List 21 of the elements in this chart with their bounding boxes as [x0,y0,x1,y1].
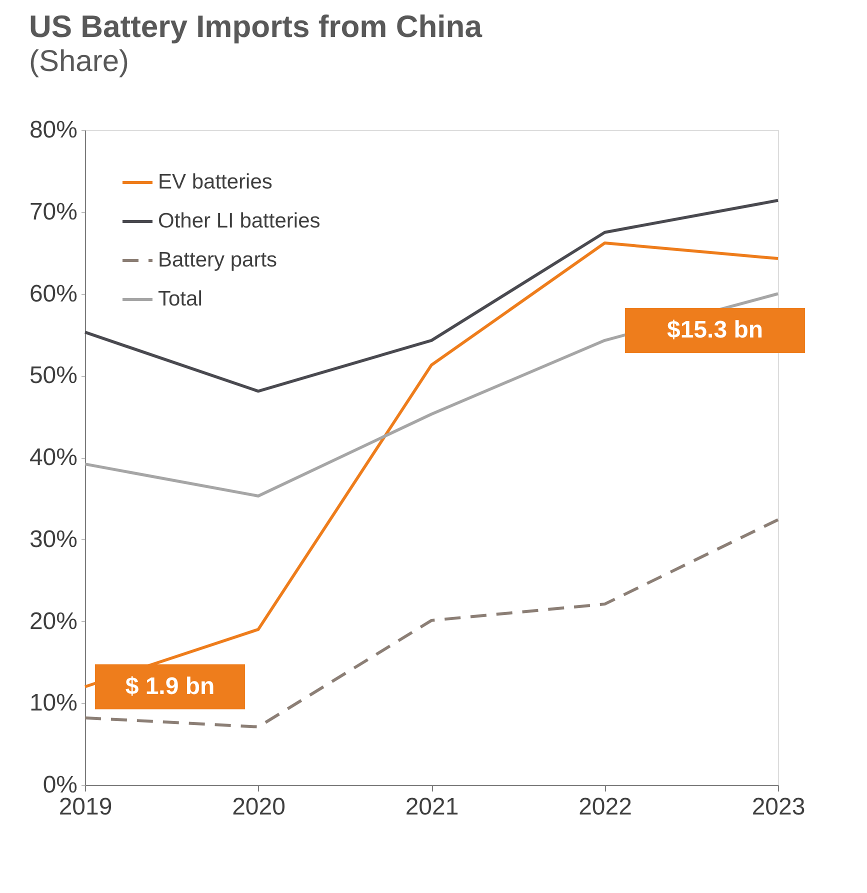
y-tick-label: 30% [29,526,78,553]
chart-title: US Battery Imports from China [28,9,483,44]
line-series [84,198,780,393]
legend-label: Total [158,288,202,310]
y-tick-label: 40% [29,444,78,471]
x-tick-label: 2022 [578,794,632,820]
y-tick-label: 60% [29,280,78,308]
chart-subtitle: (Share) [28,45,130,78]
x-tick-label: 2023 [752,794,806,820]
legend-label: Battery parts [158,248,278,272]
y-tick-label: 20% [29,608,78,635]
legend-label: Other LI batteries [158,210,320,232]
legend-label: EV batteries [158,170,272,194]
x-tick-label: 2020 [232,794,286,820]
annotation: $ 1.9 bn [125,672,215,700]
annotation: $15.3 bn [666,316,764,344]
y-tick-label: 50% [29,362,78,390]
y-tick-label: 10% [29,690,78,717]
y-tick-label: 70% [29,198,78,226]
y-tick-label: 80% [29,116,78,144]
x-tick-label: 2021 [405,794,459,820]
